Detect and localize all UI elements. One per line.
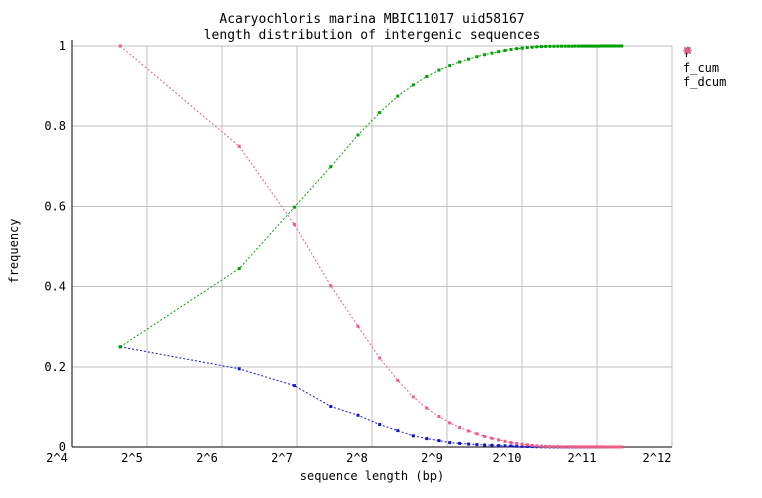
page-title: Acaryochloris marina MBIC11017 uid58167: [219, 12, 525, 27]
svg-text:2^8: 2^8: [346, 451, 368, 465]
legend: f f_cum f_dcum: [683, 46, 726, 90]
legend-label-f: f: [683, 46, 691, 61]
legend-item-f-cum: f_cum: [683, 46, 726, 76]
svg-text:2^7: 2^7: [271, 451, 293, 465]
svg-text:2^6: 2^6: [196, 451, 218, 465]
svg-text:0.8: 0.8: [44, 119, 66, 133]
gridlines: [72, 45, 673, 447]
x-axis-label: sequence length (bp): [299, 469, 445, 483]
svg-text:0.2: 0.2: [44, 360, 66, 374]
svg-text:2^12: 2^12: [643, 451, 672, 465]
svg-text:2^5: 2^5: [121, 451, 143, 465]
legend-label-f-cum: f_cum: [683, 60, 720, 75]
series-f: [118, 345, 624, 449]
legend-label-f-dcum: f_dcum: [683, 75, 727, 90]
svg-text:0.6: 0.6: [44, 199, 66, 213]
page-subtitle: length distribution of intergenic sequen…: [203, 28, 541, 43]
series-f_dcum: [118, 44, 624, 449]
svg-text:2^9: 2^9: [421, 451, 443, 465]
x-tick-labels: 2^4 2^5 2^6 2^7 2^8 2^9 2^10 2^11 2^12: [46, 451, 671, 465]
y-tick-labels: 0 0.2 0.4 0.6 0.8 1: [44, 39, 66, 454]
svg-text:0.4: 0.4: [44, 280, 66, 294]
y-axis-label: frequency: [7, 218, 21, 284]
svg-text:2^10: 2^10: [493, 451, 522, 465]
series-f_cum: [118, 44, 624, 349]
series-f-dcum-marker-icon: [683, 46, 692, 55]
svg-text:2^11: 2^11: [568, 451, 597, 465]
svg-text:2^4: 2^4: [46, 451, 68, 465]
svg-text:1: 1: [59, 39, 66, 53]
legend-item-f-dcum: f_dcum: [683, 46, 727, 90]
svg-text:0: 0: [59, 440, 66, 454]
